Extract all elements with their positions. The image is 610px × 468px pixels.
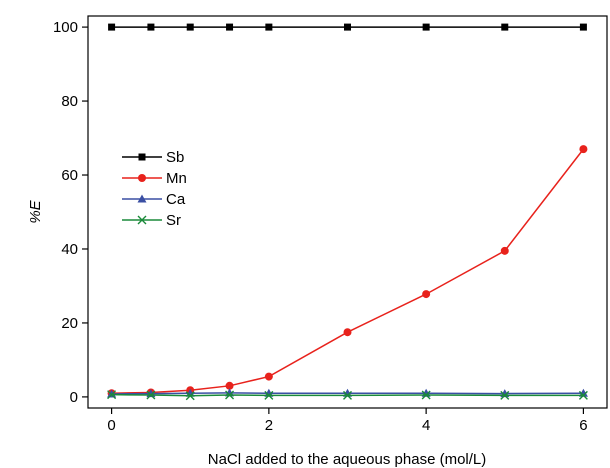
legend-label: Sr xyxy=(166,212,181,229)
data-point xyxy=(225,381,234,390)
data-point xyxy=(264,372,273,381)
data-point xyxy=(226,23,234,31)
legend-marker xyxy=(137,215,147,225)
x-tick-label: 2 xyxy=(265,417,273,434)
data-point xyxy=(264,390,274,400)
data-point xyxy=(579,23,587,31)
data-point xyxy=(579,145,588,154)
data-point xyxy=(344,23,351,31)
data-point xyxy=(343,328,352,337)
data-point xyxy=(108,23,116,31)
legend-marker xyxy=(137,194,147,203)
legend-item-mn: Mn xyxy=(122,170,187,187)
y-tick-label: 80 xyxy=(61,93,78,110)
data-point xyxy=(422,290,431,299)
data-point xyxy=(107,390,117,400)
data-point xyxy=(265,23,273,31)
plot-frame xyxy=(87,15,608,409)
y-tick-label: 40 xyxy=(61,241,78,258)
data-point xyxy=(578,390,588,400)
y-tick-label: 60 xyxy=(61,167,78,184)
data-point xyxy=(421,390,431,400)
data-point xyxy=(225,390,235,400)
data-point xyxy=(501,23,509,31)
data-point xyxy=(185,388,195,397)
y-tick-label: 20 xyxy=(61,315,78,332)
data-point xyxy=(146,390,156,400)
data-point xyxy=(343,390,352,400)
y-tick-label: 0 xyxy=(70,389,78,406)
x-tick-label: 6 xyxy=(579,417,587,434)
legend-marker xyxy=(138,174,146,182)
legend: Sb Mn Ca Sr xyxy=(122,149,187,229)
data-point xyxy=(185,391,195,401)
x-axis-label: NaCl added to the aqueous phase (mol/L) xyxy=(208,451,487,468)
y-axis-label: %E xyxy=(27,199,44,223)
legend-label: Mn xyxy=(166,170,187,187)
legend-label: Sb xyxy=(166,149,184,166)
data-point xyxy=(147,23,155,31)
legend-item-sb: Sb xyxy=(122,149,184,166)
y-tick-label: 100 xyxy=(53,19,78,36)
series-sr xyxy=(107,390,588,401)
legend-item-sr: Sr xyxy=(122,212,181,229)
legend-item-ca: Ca xyxy=(122,191,186,208)
x-tick-label: 4 xyxy=(422,417,430,434)
data-point xyxy=(422,23,430,31)
data-point xyxy=(186,23,194,31)
x-tick-label: 0 xyxy=(107,417,115,434)
series-layer xyxy=(107,23,588,401)
data-point xyxy=(500,390,510,400)
data-point xyxy=(500,246,509,255)
legend-marker xyxy=(138,153,146,161)
series-sb xyxy=(108,23,587,31)
legend-label: Ca xyxy=(166,191,186,208)
